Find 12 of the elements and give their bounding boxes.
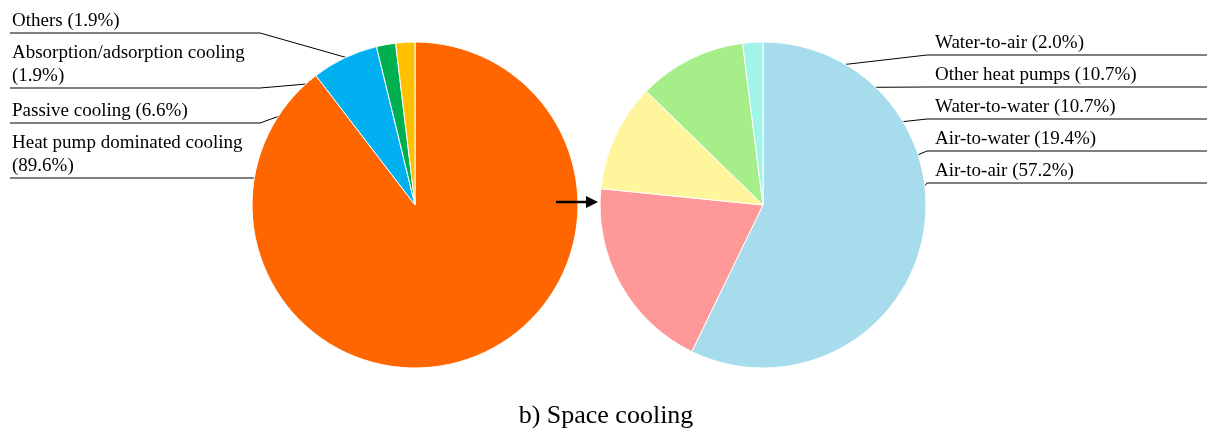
slice-label: Others (1.9%)	[12, 9, 120, 31]
slice-label: Heat pump dominated cooling	[12, 131, 248, 152]
data-label: (89.6%)	[12, 154, 74, 176]
slice-label: Passive cooling (6.6%)	[12, 99, 188, 121]
slice-label: Air-to-air (57.2%)	[935, 159, 1074, 181]
slice-label: Water-to-air (2.0%)	[935, 31, 1084, 53]
slice-label: Absorption/adsorption cooling	[12, 41, 250, 62]
slice-label: Other heat pumps (10.7%)	[935, 63, 1137, 85]
slice-label: Water-to-water (10.7%)	[935, 95, 1116, 117]
text: b) Space cooling	[517, 400, 695, 430]
data-label: (1.9%)	[12, 64, 65, 86]
slice-label: Air-to-water (19.4%)	[935, 127, 1097, 149]
